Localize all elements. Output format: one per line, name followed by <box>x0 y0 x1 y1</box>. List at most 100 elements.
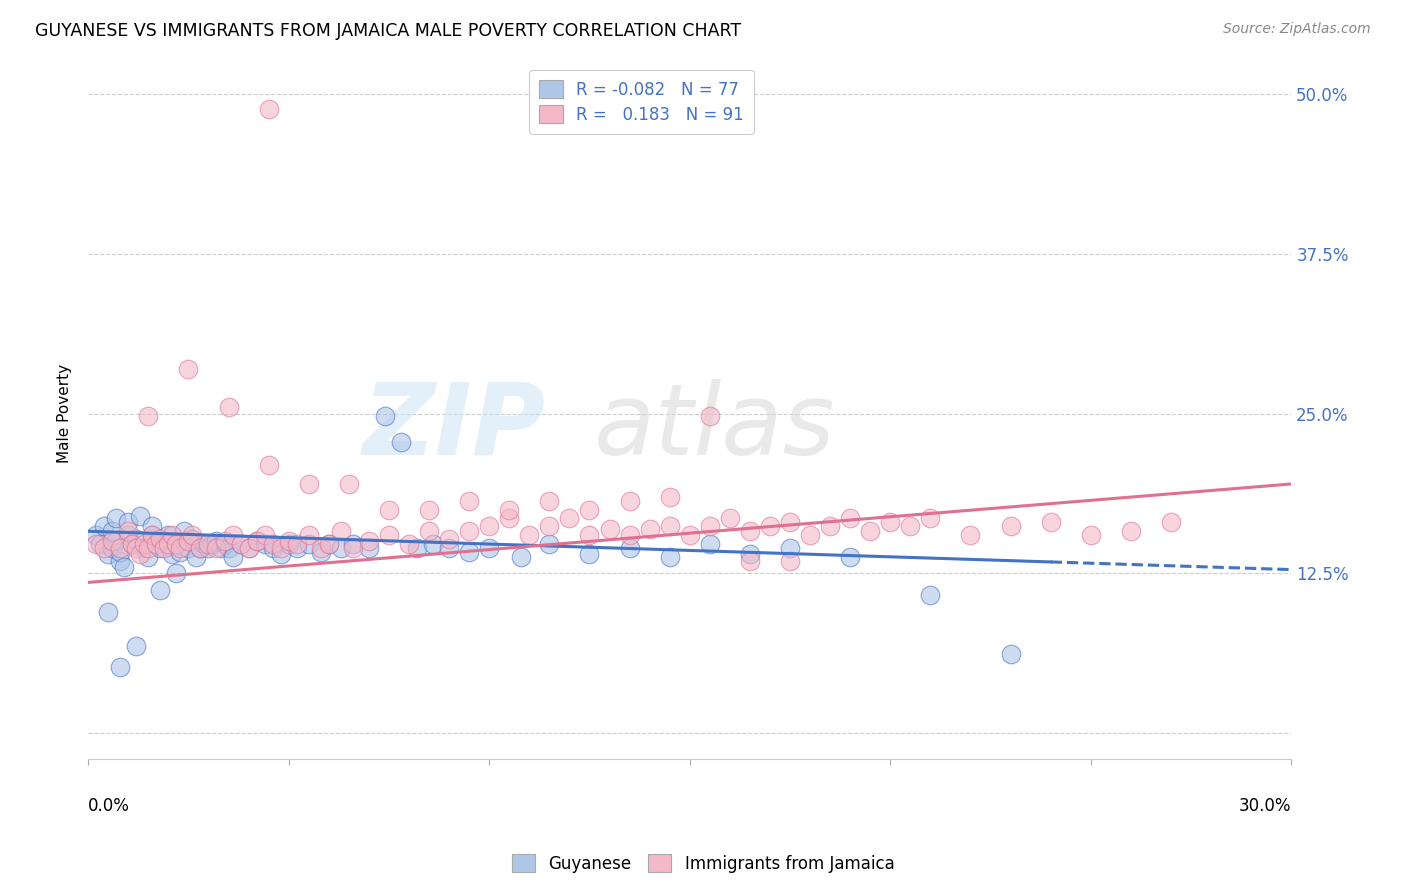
Point <box>437 532 460 546</box>
Point <box>1000 519 1022 533</box>
Point <box>920 588 942 602</box>
Point <box>309 545 332 559</box>
Point <box>93 519 115 533</box>
Point <box>538 519 561 533</box>
Point <box>458 545 481 559</box>
Legend: Guyanese, Immigrants from Jamaica: Guyanese, Immigrants from Jamaica <box>505 847 901 880</box>
Point <box>418 524 440 539</box>
Point <box>84 537 107 551</box>
Point <box>298 537 321 551</box>
Text: 30.0%: 30.0% <box>1239 797 1291 814</box>
Point <box>162 528 184 542</box>
Point <box>458 524 481 539</box>
Point <box>125 541 148 555</box>
Point <box>699 519 721 533</box>
Point <box>342 537 364 551</box>
Point <box>121 537 143 551</box>
Point <box>262 541 284 555</box>
Point <box>1039 516 1062 530</box>
Point <box>117 524 139 539</box>
Point <box>738 554 761 568</box>
Point <box>318 537 340 551</box>
Point <box>658 490 681 504</box>
Point <box>839 511 862 525</box>
Text: GUYANESE VS IMMIGRANTS FROM JAMAICA MALE POVERTY CORRELATION CHART: GUYANESE VS IMMIGRANTS FROM JAMAICA MALE… <box>35 22 741 40</box>
Point <box>517 528 540 542</box>
Point <box>262 537 284 551</box>
Point <box>619 528 641 542</box>
Point <box>959 528 981 542</box>
Point <box>129 547 152 561</box>
Point <box>558 511 581 525</box>
Point <box>309 541 332 555</box>
Point <box>141 528 163 542</box>
Point <box>538 493 561 508</box>
Point <box>257 458 280 472</box>
Point <box>177 362 200 376</box>
Point <box>136 549 159 564</box>
Point <box>458 493 481 508</box>
Point <box>898 519 921 533</box>
Point <box>270 547 292 561</box>
Point <box>298 477 321 491</box>
Point <box>173 524 195 539</box>
Point <box>658 519 681 533</box>
Point <box>214 534 236 549</box>
Point <box>177 541 200 555</box>
Point <box>181 528 204 542</box>
Point <box>779 541 801 555</box>
Point <box>1080 528 1102 542</box>
Point <box>149 541 172 555</box>
Point <box>205 541 228 555</box>
Point <box>214 537 236 551</box>
Point <box>679 528 702 542</box>
Point <box>97 605 120 619</box>
Point <box>337 477 360 491</box>
Point <box>285 541 308 555</box>
Point <box>599 522 621 536</box>
Point <box>197 541 219 555</box>
Point <box>129 508 152 523</box>
Point <box>134 541 156 555</box>
Point <box>418 502 440 516</box>
Point <box>1000 647 1022 661</box>
Point <box>578 528 600 542</box>
Point <box>205 534 228 549</box>
Point <box>406 541 429 555</box>
Text: atlas: atlas <box>593 379 835 476</box>
Legend: R = -0.082   N = 77, R =   0.183   N = 91: R = -0.082 N = 77, R = 0.183 N = 91 <box>530 70 754 134</box>
Point <box>699 409 721 424</box>
Point <box>169 545 191 559</box>
Text: Source: ZipAtlas.com: Source: ZipAtlas.com <box>1223 22 1371 37</box>
Point <box>110 659 132 673</box>
Point <box>112 560 135 574</box>
Point <box>619 541 641 555</box>
Point <box>759 519 782 533</box>
Point <box>238 541 260 555</box>
Point <box>221 528 243 542</box>
Point <box>197 537 219 551</box>
Point <box>229 537 252 551</box>
Point <box>510 549 533 564</box>
Point <box>357 534 380 549</box>
Point <box>177 534 200 549</box>
Point <box>181 532 204 546</box>
Point <box>136 409 159 424</box>
Point <box>378 528 401 542</box>
Point <box>141 528 163 542</box>
Point <box>246 534 269 549</box>
Point <box>277 537 299 551</box>
Point <box>153 534 176 549</box>
Point <box>201 537 224 551</box>
Point <box>329 541 352 555</box>
Point <box>145 537 167 551</box>
Point <box>165 537 187 551</box>
Point <box>318 537 340 551</box>
Point <box>221 549 243 564</box>
Point <box>186 549 208 564</box>
Point <box>149 582 172 597</box>
Point <box>658 549 681 564</box>
Point <box>578 547 600 561</box>
Point <box>578 502 600 516</box>
Point <box>779 554 801 568</box>
